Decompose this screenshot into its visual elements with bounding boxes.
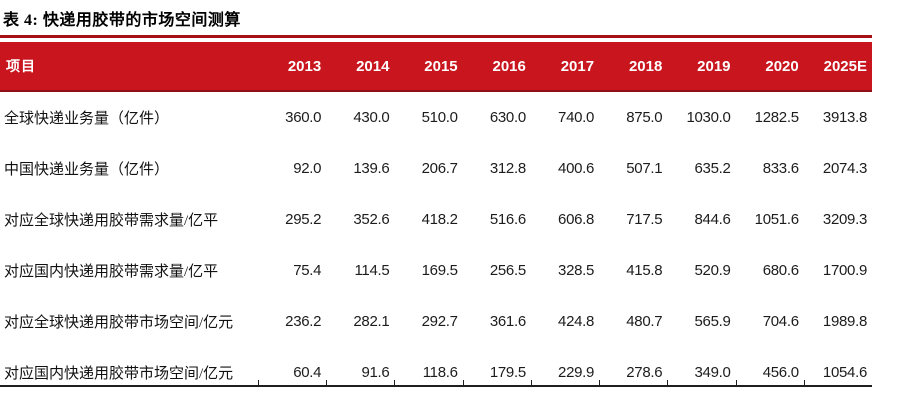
tick-cell [395, 380, 464, 385]
tick-cell [600, 380, 669, 385]
value-cell: 415.8 [626, 262, 663, 279]
value-cell: 75.4 [293, 262, 322, 279]
table-body: 全球快递业务量（亿件） 360.0 430.0 510.0 630.0 740.0 875.… [0, 91, 872, 398]
row-label: 对应国内快递用胶带市场空间/亿元 [4, 366, 234, 382]
value-cell: 740.0 [558, 109, 595, 126]
header-cell-year-2019: 2019 [667, 42, 736, 92]
value-cell: 704.6 [762, 313, 799, 330]
value-cell: 507.1 [626, 160, 663, 177]
header-cell-year-2020: 2020 [735, 42, 804, 92]
row-label: 对应全球快递用胶带市场空间/亿元 [4, 315, 234, 331]
value-cell: 352.6 [353, 211, 390, 228]
row-label: 全球快递业务量（亿件） [4, 111, 170, 127]
row-label: 对应全球快递用胶带需求量/亿平 [4, 213, 219, 229]
value-cell: 430.0 [353, 109, 390, 126]
value-cell: 328.5 [558, 262, 595, 279]
table-row: 对应全球快递用胶带需求量/亿平 295.2 352.6 418.2 516.6 606.8… [0, 194, 872, 245]
value-cell: 516.6 [489, 211, 526, 228]
value-cell: 2074.3 [822, 160, 867, 177]
value-cell: 565.9 [694, 313, 731, 330]
value-cell: 295.2 [285, 211, 322, 228]
value-cell: 833.6 [762, 160, 799, 177]
header-cell-year-2025E: 2025E [803, 42, 872, 92]
column-tick-marks [0, 380, 872, 385]
value-cell: 606.8 [558, 211, 595, 228]
header-cell-year-2016: 2016 [462, 42, 531, 92]
tick-cell [0, 380, 259, 385]
value-cell: 520.9 [694, 262, 731, 279]
value-cell: 282.1 [353, 313, 390, 330]
value-cell: 114.5 [354, 262, 390, 279]
value-cell: 456.0 [762, 364, 799, 381]
top-rule [0, 35, 872, 38]
tick-cell [327, 380, 396, 385]
tick-cell [464, 380, 532, 385]
value-cell: 206.7 [421, 160, 458, 177]
value-cell: 229.9 [558, 364, 595, 381]
tick-cell [668, 380, 737, 385]
value-cell: 179.5 [489, 364, 526, 381]
value-cell: 1054.6 [822, 364, 867, 381]
value-cell: 1051.6 [754, 211, 799, 228]
tick-cell [532, 380, 601, 385]
table-row: 对应国内快递用胶带需求量/亿平 75.4 114.5 169.5 256.5 328.5 4… [0, 245, 872, 296]
value-cell: 1282.5 [754, 109, 799, 126]
header-cell-year-2014: 2014 [326, 42, 395, 92]
value-cell: 480.7 [626, 313, 663, 330]
header-cell-year-2017: 2017 [530, 42, 600, 92]
value-cell: 312.8 [489, 160, 526, 177]
table-row: 全球快递业务量（亿件） 360.0 430.0 510.0 630.0 740.0 875.… [0, 91, 872, 143]
value-cell: 3913.8 [822, 109, 867, 126]
value-cell: 875.0 [626, 109, 663, 126]
value-cell: 349.0 [694, 364, 731, 381]
value-cell: 510.0 [421, 109, 458, 126]
value-cell: 630.0 [489, 109, 526, 126]
value-cell: 424.8 [558, 313, 595, 330]
header-cell-year-2015: 2015 [394, 42, 463, 92]
table-row: 中国快递业务量（亿件） 92.0 139.6 206.7 312.8 400.6 507.1… [0, 143, 872, 194]
value-cell: 400.6 [558, 160, 595, 177]
value-cell: 360.0 [285, 109, 322, 126]
value-cell: 361.6 [489, 313, 526, 330]
value-cell: 292.7 [421, 313, 458, 330]
tick-cell [259, 380, 328, 385]
header-cell-year-2013: 2013 [258, 42, 327, 92]
value-cell: 256.5 [489, 262, 526, 279]
row-label: 中国快递业务量（亿件） [4, 162, 170, 178]
value-cell: 680.6 [762, 262, 799, 279]
table-header-row: 项目 2013 2014 2015 2016 2017 2018 2019 2020 2025E [0, 42, 872, 92]
value-cell: 92.0 [293, 160, 322, 177]
value-cell: 236.2 [285, 313, 322, 330]
table-row: 对应国内快递用胶带市场空间/亿元 60.4 91.6 118.6 179.5 229.9 2… [0, 347, 872, 398]
value-cell: 844.6 [694, 211, 731, 228]
table-row: 对应全球快递用胶带市场空间/亿元 236.2 282.1 292.7 361.6 424.… [0, 296, 872, 347]
value-cell: 1700.9 [822, 262, 867, 279]
row-label: 对应国内快递用胶带需求量/亿平 [4, 264, 219, 280]
value-cell: 717.5 [626, 211, 663, 228]
value-cell: 1030.0 [686, 109, 731, 126]
table-title: 表 4: 快递用胶带的市场空间测算 [3, 12, 241, 29]
header-cell-item: 项目 [0, 42, 258, 92]
value-cell: 118.6 [422, 364, 458, 381]
header-cell-year-2018: 2018 [599, 42, 668, 92]
value-cell: 91.6 [361, 364, 390, 381]
value-cell: 60.4 [293, 364, 322, 381]
value-cell: 635.2 [694, 160, 731, 177]
value-cell: 169.5 [421, 262, 458, 279]
value-cell: 1989.8 [822, 313, 867, 330]
tick-cell [737, 380, 805, 385]
market-size-table: 项目 2013 2014 2015 2016 2017 2018 2019 2020 2025E … [0, 42, 872, 398]
value-cell: 278.6 [626, 364, 663, 381]
value-cell: 139.6 [353, 160, 390, 177]
bottom-rule [0, 385, 872, 387]
value-cell: 3209.3 [822, 211, 867, 228]
value-cell: 418.2 [421, 211, 458, 228]
